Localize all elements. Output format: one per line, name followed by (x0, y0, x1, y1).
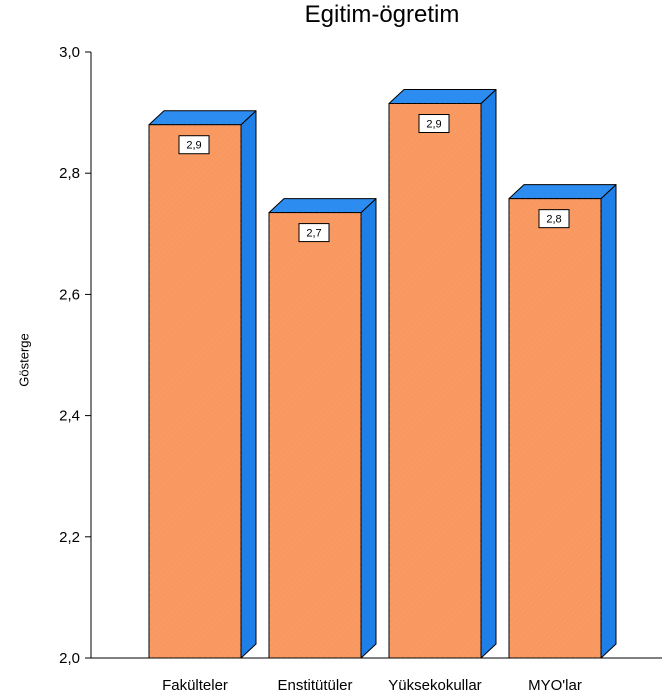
chart-title: Egitim-ögretim (304, 1, 460, 28)
y-tick-label: 2,8 (59, 165, 80, 182)
data-label-text: 2,9 (426, 119, 441, 131)
bar-4 (508, 184, 617, 659)
bar-2 (268, 198, 377, 659)
data-label-text: 2,9 (186, 140, 201, 152)
data-label-text: 2,8 (546, 214, 561, 226)
data-label-box (298, 223, 330, 243)
bar-top-face (148, 110, 257, 126)
x-tick-label: MYO'lar (528, 677, 582, 694)
data-label: 2,9 (418, 114, 450, 134)
y-tick-label: 2,4 (59, 408, 80, 425)
bar-side-face (240, 110, 257, 659)
data-label: 2,9 (178, 135, 210, 155)
bar-1 (148, 110, 257, 659)
bar-front-texture (149, 124, 241, 659)
bar-3 (388, 89, 497, 659)
bar-side-face (600, 184, 617, 659)
y-tick-label: 2,2 (59, 529, 80, 546)
bar-front-texture (509, 198, 601, 659)
y-tick-label: 2,0 (59, 650, 80, 667)
data-label-box (178, 135, 210, 155)
x-tick-label: Enstitütüler (277, 677, 352, 694)
bar-front-texture (389, 103, 481, 658)
y-tick-label: 3,0 (59, 44, 80, 61)
data-label-box (418, 114, 450, 134)
bar-side-face (480, 89, 497, 659)
bar-front-texture (269, 212, 361, 658)
data-label: 2,7 (298, 223, 330, 243)
data-label-text: 2,7 (306, 228, 321, 240)
bar-top-face (268, 198, 377, 214)
x-tick-label: Fakülteler (162, 677, 228, 694)
y-tick-label: 2,6 (59, 286, 80, 303)
bar-top-face (388, 89, 497, 105)
data-label-box (538, 209, 570, 229)
x-tick-label: Yüksekokullar (388, 677, 481, 694)
bar-side-face (360, 198, 377, 659)
bar-top-face (508, 184, 617, 200)
data-label: 2,8 (538, 209, 570, 229)
